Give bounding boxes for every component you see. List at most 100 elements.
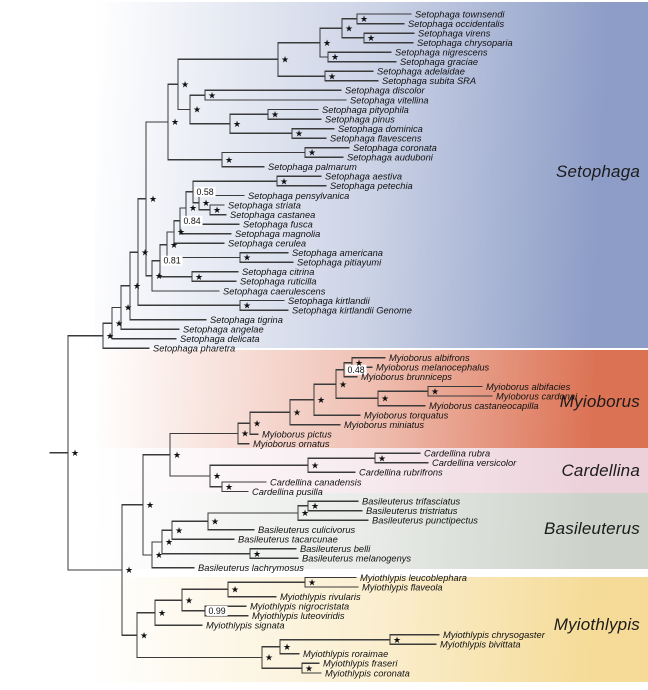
support-star: ★ xyxy=(158,608,166,618)
support-star: ★ xyxy=(181,80,189,90)
taxon-label: Setophaga petechia xyxy=(330,181,413,191)
taxon-label: Setophaga chrysoparia xyxy=(417,38,513,48)
taxon-label: Myiothlypis fraseri xyxy=(323,659,398,669)
taxon-label: Setophaga flavescens xyxy=(330,133,422,143)
taxon-label: Setophaga auduboni xyxy=(347,153,434,163)
taxon-label: Myioborus ornatus xyxy=(253,439,330,449)
taxon-label: Setophaga kirtlandii xyxy=(288,296,371,306)
support-star: ★ xyxy=(170,240,178,250)
taxon-label: Setophaga kirtlandii Genome xyxy=(292,305,412,315)
genus-band-myiothlypis xyxy=(95,577,648,682)
taxon-label: Basileuterus punctipectus xyxy=(372,515,478,525)
taxon-label: Setophaga angelae xyxy=(183,324,264,334)
taxon-label: Basileuterus trifasciatus xyxy=(362,496,461,506)
taxon-label: Setophaga ruticilla xyxy=(240,277,317,287)
support-star: ★ xyxy=(243,253,251,263)
support-star: ★ xyxy=(189,203,197,213)
support-star: ★ xyxy=(106,331,114,341)
taxon-label: Basileuterus tristriatus xyxy=(366,506,458,516)
support-star: ★ xyxy=(124,303,132,313)
taxon-label: Setophaga magnolia xyxy=(235,229,320,239)
taxon-label: Setophaga occidentalis xyxy=(408,19,504,29)
support-star: ★ xyxy=(225,155,233,165)
support-star: ★ xyxy=(355,358,363,368)
taxon-label: Setophaga subita SRA xyxy=(382,76,476,86)
support-star: ★ xyxy=(345,24,353,34)
support-star: ★ xyxy=(339,379,347,389)
support-star: ★ xyxy=(125,565,133,575)
support-value: 0.58 xyxy=(197,187,214,197)
support-star: ★ xyxy=(155,271,163,281)
taxon-label: Myioborus torquatus xyxy=(364,410,449,420)
support-star: ★ xyxy=(253,549,261,559)
support-star: ★ xyxy=(283,642,291,652)
support-star: ★ xyxy=(293,407,301,417)
taxon-label: Cardellina rubrifrons xyxy=(359,468,443,478)
support-star: ★ xyxy=(360,14,368,24)
support-star: ★ xyxy=(141,247,149,257)
taxon-label: Setophaga delicata xyxy=(180,334,260,344)
taxon-label: Cardellina rubra xyxy=(424,449,490,459)
support-star: ★ xyxy=(171,117,179,127)
taxon-label: Basileuterus tacarcunae xyxy=(238,535,338,545)
support-star: ★ xyxy=(367,33,375,43)
support-star: ★ xyxy=(202,198,210,208)
support-star: ★ xyxy=(177,227,185,237)
support-star: ★ xyxy=(431,386,439,396)
taxon-label: Setophaga cerulea xyxy=(228,239,306,249)
support-star: ★ xyxy=(281,55,289,65)
taxon-label: Setophaga fusca xyxy=(243,219,313,229)
taxon-label: Cardellina pusilla xyxy=(252,487,323,497)
taxon-label: Myiothlypis leucoblephara xyxy=(360,573,467,583)
taxon-label: Setophaga pinus xyxy=(325,114,395,124)
taxon-label: Myioborus cardonai xyxy=(496,391,578,401)
taxon-label: Setophaga virens xyxy=(418,28,491,38)
support-label-bg xyxy=(194,186,216,197)
support-label-bg xyxy=(161,255,183,266)
taxon-label: Setophaga dominica xyxy=(338,124,423,134)
support-star: ★ xyxy=(133,281,141,291)
taxon-label: Myioborus brunniceps xyxy=(361,372,452,382)
taxon-label: Myiothlypis coronata xyxy=(325,668,410,678)
taxon-label: Basileuterus melanogenys xyxy=(302,554,411,564)
taxon-label: Setophaga adelaidae xyxy=(377,67,465,77)
taxon-label: Setophaga striata xyxy=(228,200,301,210)
support-star: ★ xyxy=(328,71,336,81)
taxon-label: Myiothlypis rivularis xyxy=(280,592,361,602)
taxon-label: Setophaga castanea xyxy=(230,210,315,220)
support-star: ★ xyxy=(323,38,331,48)
support-star: ★ xyxy=(311,460,319,470)
taxon-label: Setophaga nigrescens xyxy=(395,48,488,58)
taxon-label: Myioborus melanocephalus xyxy=(376,363,490,373)
genus-band-cardellina xyxy=(95,448,648,493)
support-star: ★ xyxy=(71,448,79,458)
support-star: ★ xyxy=(185,595,193,605)
support-star: ★ xyxy=(295,129,303,139)
taxon-label: Myiothlypis chrysogaster xyxy=(443,630,546,640)
support-star: ★ xyxy=(149,194,157,204)
support-star: ★ xyxy=(213,205,221,215)
taxon-label: Setophaga graciae xyxy=(400,57,478,67)
taxon-label: Myiothlypis luteoviridis xyxy=(252,611,345,621)
support-star: ★ xyxy=(381,394,389,404)
taxon-label: Myiothlypis nigrocristata xyxy=(250,601,349,611)
genus-band-basileuterus xyxy=(95,493,648,569)
support-value: 0.48 xyxy=(348,365,365,375)
support-star: ★ xyxy=(208,90,216,100)
taxon-label: Setophaga americana xyxy=(292,248,383,258)
support-star: ★ xyxy=(225,482,233,492)
support-star: ★ xyxy=(301,508,309,518)
support-star: ★ xyxy=(241,429,249,439)
support-star: ★ xyxy=(155,550,163,560)
support-star: ★ xyxy=(243,300,251,310)
support-star: ★ xyxy=(165,537,173,547)
taxon-label: Myioborus albifrons xyxy=(389,353,470,363)
support-star: ★ xyxy=(253,418,261,428)
support-star: ★ xyxy=(233,119,241,129)
taxon-label: Myiothlypis bivittata xyxy=(440,640,521,650)
support-label-bg xyxy=(181,215,203,226)
taxon-label: Setophaga pharetra xyxy=(153,344,235,354)
